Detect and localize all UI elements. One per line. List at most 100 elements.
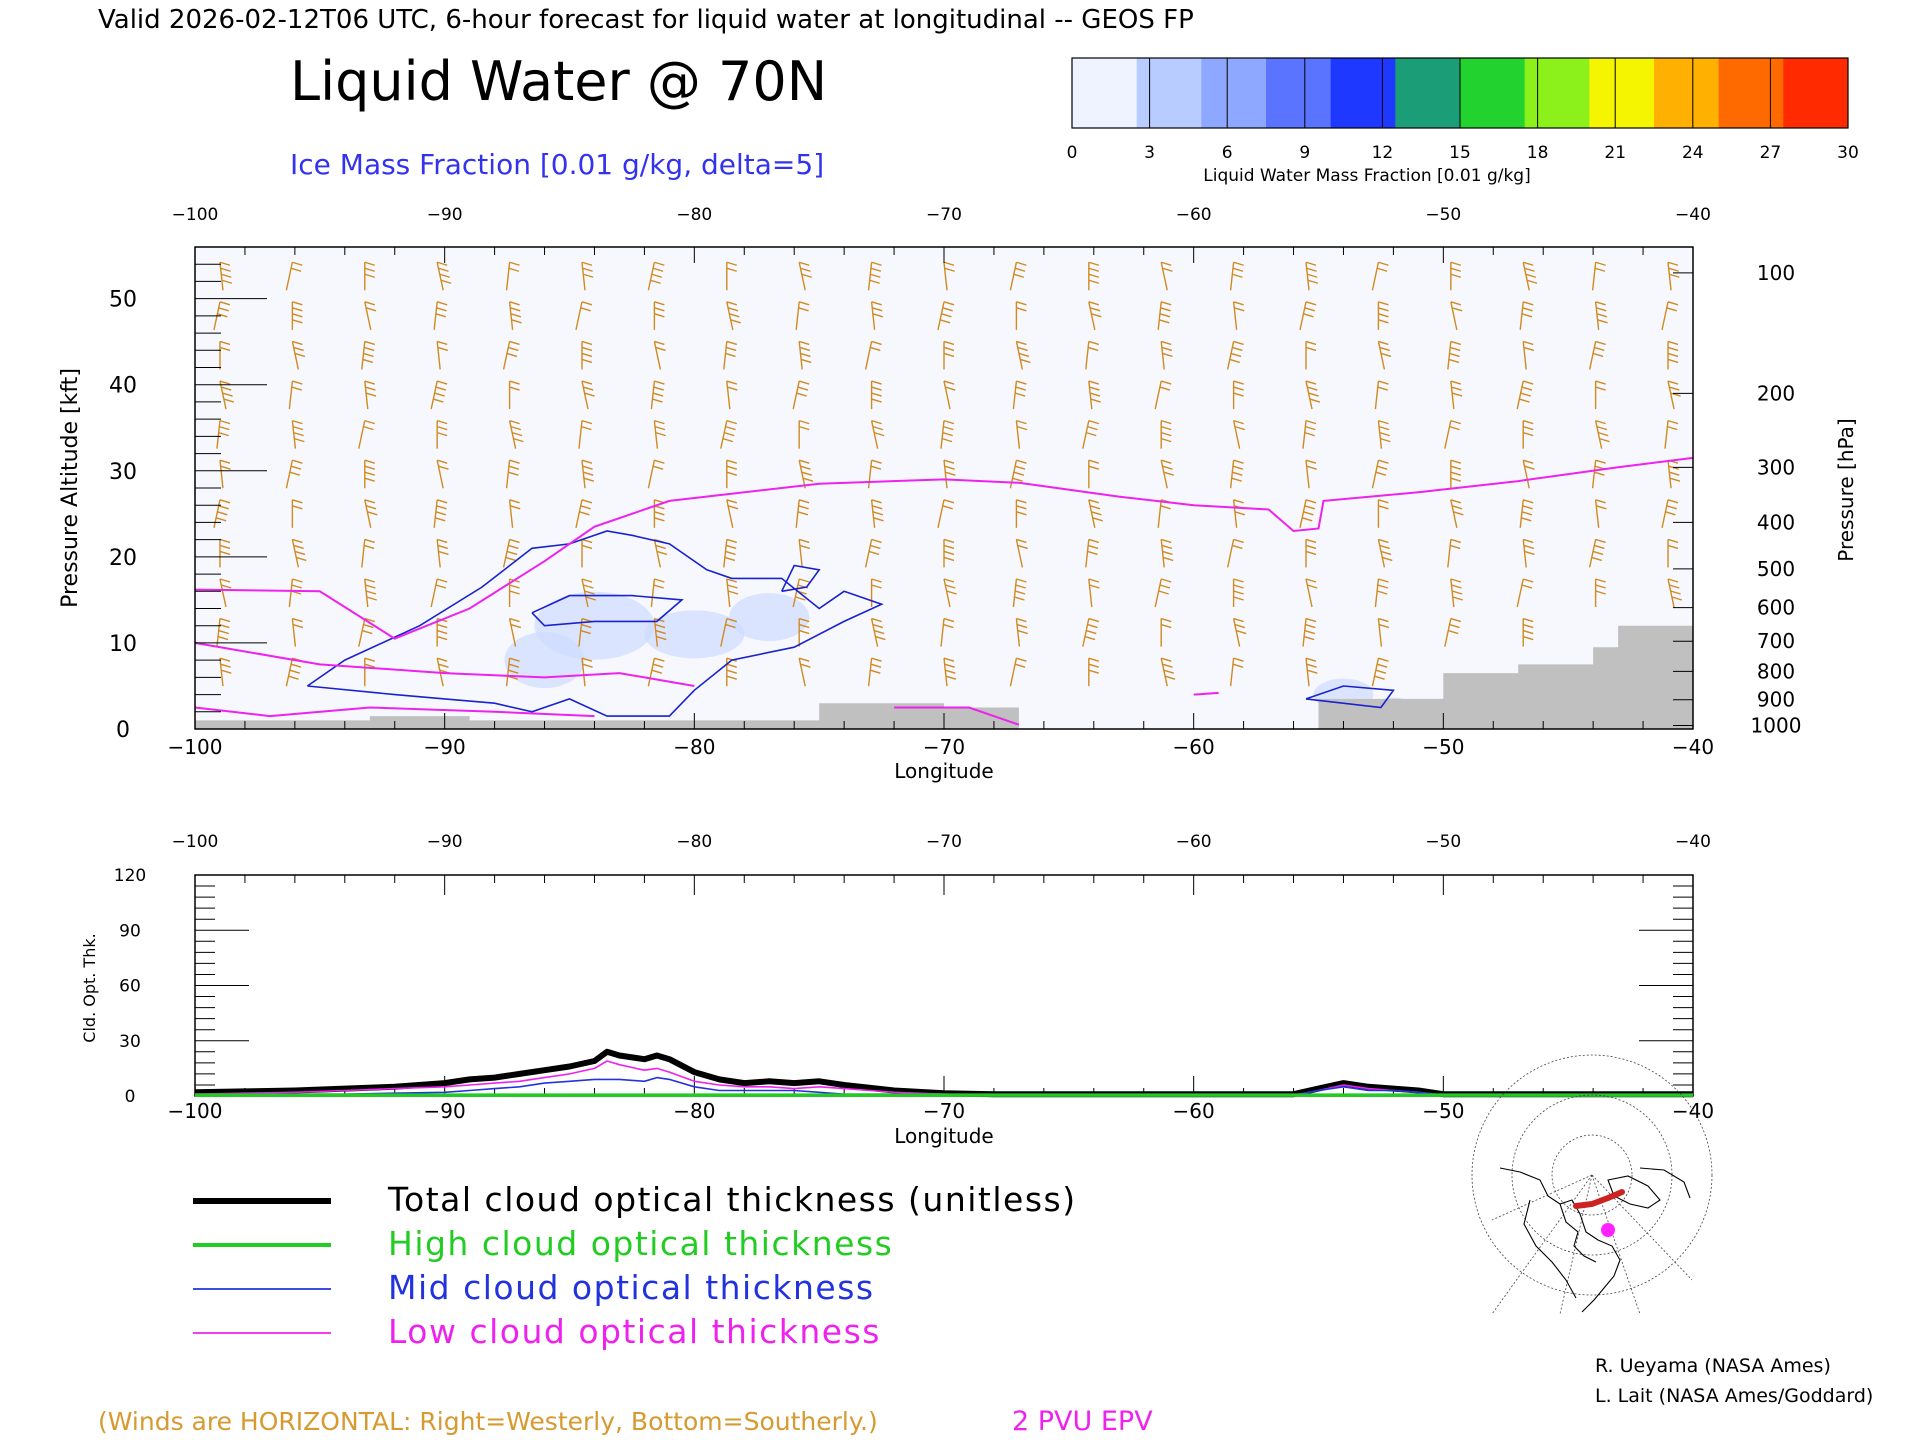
ice-contour bbox=[531, 594, 684, 627]
wind-barb bbox=[1447, 538, 1462, 568]
wind-barb bbox=[647, 261, 665, 291]
wind-barb-flag bbox=[871, 538, 882, 544]
wind-barb-flag bbox=[1234, 623, 1246, 629]
wind-barb-flag bbox=[581, 301, 593, 306]
wind-barb-flag bbox=[294, 550, 306, 556]
pressure-tick-label: 400 bbox=[1757, 510, 1795, 534]
wind-barb-flag bbox=[508, 471, 519, 476]
wind-barb-flag bbox=[943, 578, 955, 583]
wind-barb-flag bbox=[581, 499, 593, 504]
wind-barb-flag bbox=[1016, 380, 1027, 385]
wind-barb-flag bbox=[1089, 584, 1100, 589]
x-top-tick-label: −90 bbox=[427, 205, 463, 225]
wind-barb bbox=[219, 380, 235, 410]
wind-barb-flag bbox=[944, 663, 955, 668]
wind-barb-flag bbox=[583, 471, 594, 476]
wind-barb-flag bbox=[1016, 578, 1027, 583]
wind-barb bbox=[1371, 459, 1389, 489]
wind-barb-staff bbox=[581, 578, 589, 608]
wind-barb bbox=[1082, 419, 1100, 449]
wind-barb-staff bbox=[1226, 341, 1235, 370]
pressure-tick-label: 500 bbox=[1757, 557, 1795, 581]
wind-barb-flag bbox=[1521, 584, 1533, 589]
liquid-water-patch bbox=[644, 610, 745, 659]
wind-barb-flag bbox=[1089, 505, 1101, 510]
wind-barb-flag bbox=[508, 346, 519, 352]
wind-barb-flag bbox=[1303, 511, 1314, 516]
wind-barb-flag bbox=[1305, 623, 1316, 629]
wind-barb-flag bbox=[726, 669, 737, 674]
wind-barb-flag bbox=[795, 596, 806, 601]
wind-barb-staff bbox=[1305, 380, 1313, 410]
wind-barb-flag bbox=[1233, 459, 1244, 464]
wind-barb-flag bbox=[1595, 584, 1606, 589]
wind-barb bbox=[364, 459, 375, 489]
wind-barb bbox=[1302, 617, 1317, 647]
lower-x-tick-label: −90 bbox=[424, 1099, 466, 1123]
wind-barb bbox=[1088, 499, 1103, 528]
wind-barb-flag bbox=[1523, 425, 1534, 431]
wind-barb-staff bbox=[1085, 539, 1090, 568]
wind-barb-flag bbox=[1234, 425, 1246, 431]
wind-barb-staff bbox=[795, 499, 800, 528]
wind-barb-flag bbox=[875, 635, 886, 641]
wind-barb bbox=[285, 459, 303, 489]
wind-barb-staff bbox=[1232, 618, 1241, 647]
wind-barb-flag bbox=[726, 419, 737, 425]
wind-barb bbox=[1232, 419, 1246, 449]
wind-barb bbox=[1667, 340, 1679, 370]
wind-barb-flag bbox=[654, 313, 665, 318]
map-section-track bbox=[1573, 1189, 1625, 1209]
wind-barb-flag bbox=[292, 425, 304, 431]
wind-barb-staff bbox=[508, 301, 514, 330]
wind-barb bbox=[1015, 419, 1028, 449]
wind-barb-staff bbox=[1374, 578, 1380, 608]
wind-barb-flag bbox=[438, 465, 449, 470]
wind-barb-staff bbox=[1009, 262, 1018, 291]
lower-x-top-tick-label: −40 bbox=[1675, 832, 1711, 852]
lower-x-tick-label: −50 bbox=[1422, 1099, 1464, 1123]
wind-barb-staff bbox=[1444, 618, 1452, 647]
wind-barb bbox=[870, 419, 885, 449]
wind-barb bbox=[1377, 419, 1391, 449]
wind-barb-staff bbox=[1012, 380, 1018, 410]
wind-barb-flag bbox=[434, 392, 445, 397]
wind-barb-flag bbox=[943, 425, 954, 431]
wind-barb bbox=[1305, 380, 1321, 410]
wind-barb-flag bbox=[1305, 340, 1317, 346]
wind-barb-staff bbox=[575, 301, 583, 331]
wind-barb-flag bbox=[579, 511, 590, 516]
x-top-tick-label: −50 bbox=[1425, 205, 1461, 225]
wind-barb-flag bbox=[1523, 544, 1535, 550]
wind-barb-flag bbox=[1233, 386, 1244, 391]
colorbar-tick-label: 27 bbox=[1760, 143, 1782, 163]
wind-barb-flag bbox=[292, 617, 303, 623]
legend-label: Low cloud optical thickness bbox=[388, 1312, 881, 1351]
wind-barb-staff bbox=[1450, 499, 1458, 528]
wind-barb-flag bbox=[365, 584, 376, 589]
wind-barb-staff bbox=[219, 380, 227, 410]
wind-barb bbox=[219, 538, 231, 568]
wind-barb-staff bbox=[1229, 262, 1235, 291]
wind-barb-staff bbox=[798, 262, 806, 291]
wind-barb-flag bbox=[1161, 340, 1172, 346]
wind-barb-staff bbox=[575, 499, 583, 528]
lower-x-tick-label: −100 bbox=[168, 1099, 223, 1123]
wind-barb-staff bbox=[1157, 499, 1162, 528]
wind-barb-flag bbox=[436, 340, 448, 346]
wind-barb-flag bbox=[1233, 392, 1244, 397]
wind-barb-flag bbox=[1016, 340, 1027, 346]
colorbar-swatch bbox=[1589, 58, 1655, 128]
wind-barb-flag bbox=[871, 301, 882, 306]
main-ylabel: Pressure Altitude [kft] bbox=[58, 368, 83, 608]
wind-barb-flag bbox=[1665, 511, 1676, 516]
wind-barb-flag bbox=[943, 623, 954, 629]
wind-barb-flag bbox=[654, 623, 666, 629]
wind-barb-flag bbox=[1378, 425, 1390, 431]
epv-2pvu-contour bbox=[1193, 691, 1219, 696]
colorbar-tick-label: 3 bbox=[1144, 143, 1155, 163]
wind-barb-flag bbox=[1453, 511, 1464, 516]
wind-barb-flag bbox=[872, 511, 884, 516]
wind-barb-flag bbox=[436, 629, 448, 635]
wind-barb bbox=[1377, 617, 1390, 647]
